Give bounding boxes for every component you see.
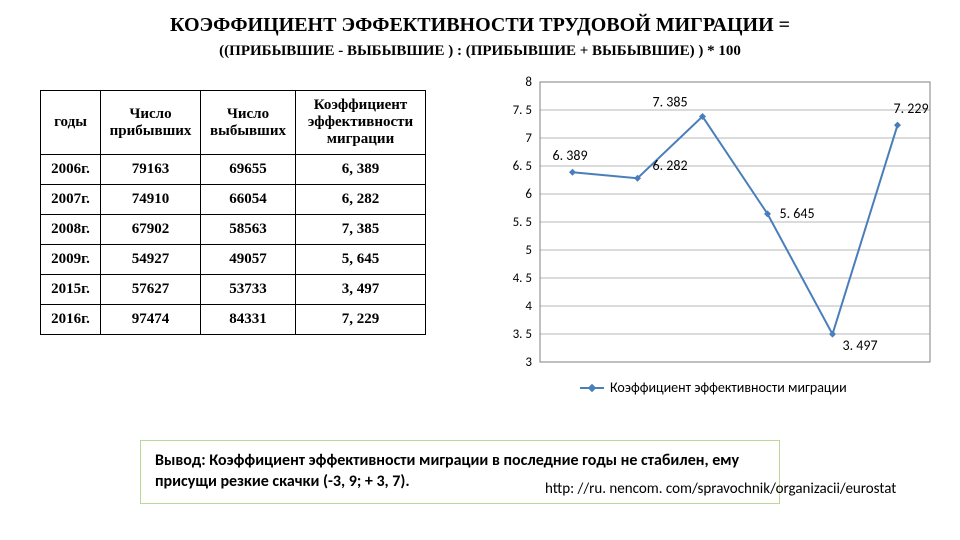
migration-chart: 3 3. 5 4 4. 5 5 5. 5 6 6. 5 7 7. 5 8 6. 389 6. 282 7.… [490, 72, 950, 402]
cell-arrived: 74910 [101, 185, 201, 215]
cell-arrived: 54927 [101, 245, 201, 275]
cell-coef: 6, 282 [296, 185, 426, 215]
cell-departed: 66054 [201, 185, 296, 215]
svg-text:6: 6 [525, 187, 532, 202]
svg-text:7. 385: 7. 385 [653, 93, 688, 110]
cell-coef: 7, 229 [296, 305, 426, 335]
svg-text:6. 5: 6. 5 [513, 159, 532, 174]
svg-text:3. 5: 3. 5 [513, 327, 532, 342]
svg-text:3: 3 [525, 355, 532, 370]
cell-departed: 49057 [201, 245, 296, 275]
table-row: 2016г.97474843317, 229 [41, 305, 426, 335]
svg-text:5: 5 [525, 243, 532, 258]
th-departed: Число выбывших [201, 91, 296, 155]
cell-year: 2009г. [41, 245, 101, 275]
svg-text:6. 389: 6. 389 [553, 147, 588, 164]
migration-table: годы Число прибывших Число выбывших Коэф… [40, 90, 426, 335]
cell-coef: 5, 645 [296, 245, 426, 275]
source-link[interactable]: http: //ru. nencom. com/spravochnik/orga… [545, 480, 896, 498]
cell-year: 2008г. [41, 215, 101, 245]
legend-marker-icon [580, 387, 604, 389]
table-row: 2009г.54927490575, 645 [41, 245, 426, 275]
svg-text:3. 497: 3. 497 [843, 337, 878, 354]
cell-arrived: 67902 [101, 215, 201, 245]
th-year: годы [41, 91, 101, 155]
svg-text:5. 645: 5. 645 [780, 205, 815, 222]
cell-year: 2007г. [41, 185, 101, 215]
cell-year: 2016г. [41, 305, 101, 335]
cell-year: 2015г. [41, 275, 101, 305]
svg-text:7. 5: 7. 5 [513, 103, 532, 118]
cell-departed: 69655 [201, 155, 296, 185]
th-arrived: Число прибывших [101, 91, 201, 155]
formula-subtitle: ((ПРИБЫВШИЕ - ВЫБЫВШИЕ ) : (ПРИБЫВШИЕ + … [0, 43, 960, 60]
table-row: 2008г.67902585637, 385 [41, 215, 426, 245]
legend-label: Коэффициент эффективности миграции [610, 379, 847, 396]
table-row: 2007г.74910660546, 282 [41, 185, 426, 215]
cell-year: 2006г. [41, 155, 101, 185]
cell-coef: 3, 497 [296, 275, 426, 305]
cell-arrived: 57627 [101, 275, 201, 305]
cell-arrived: 97474 [101, 305, 201, 335]
cell-departed: 58563 [201, 215, 296, 245]
svg-text:5. 5: 5. 5 [513, 215, 532, 230]
svg-text:4. 5: 4. 5 [513, 271, 532, 286]
table-row: 2006г.79163696556, 389 [41, 155, 426, 185]
cell-coef: 7, 385 [296, 215, 426, 245]
svg-text:7: 7 [525, 131, 532, 146]
chart-legend: Коэффициент эффективности миграции [580, 379, 847, 396]
th-coef: Коэффициент эффективности миграции [296, 91, 426, 155]
svg-text:4: 4 [525, 299, 532, 314]
table-row: 2015г.57627537333, 497 [41, 275, 426, 305]
cell-departed: 84331 [201, 305, 296, 335]
svg-text:7. 229: 7. 229 [894, 100, 929, 117]
page-title: КОЭФФИЦИЕНТ ЭФФЕКТИВНОСТИ ТРУДОВОЙ МИГРА… [0, 0, 960, 37]
cell-coef: 6, 389 [296, 155, 426, 185]
cell-departed: 53733 [201, 275, 296, 305]
cell-arrived: 79163 [101, 155, 201, 185]
svg-text:8: 8 [525, 75, 532, 90]
svg-text:6. 282: 6. 282 [653, 157, 688, 174]
